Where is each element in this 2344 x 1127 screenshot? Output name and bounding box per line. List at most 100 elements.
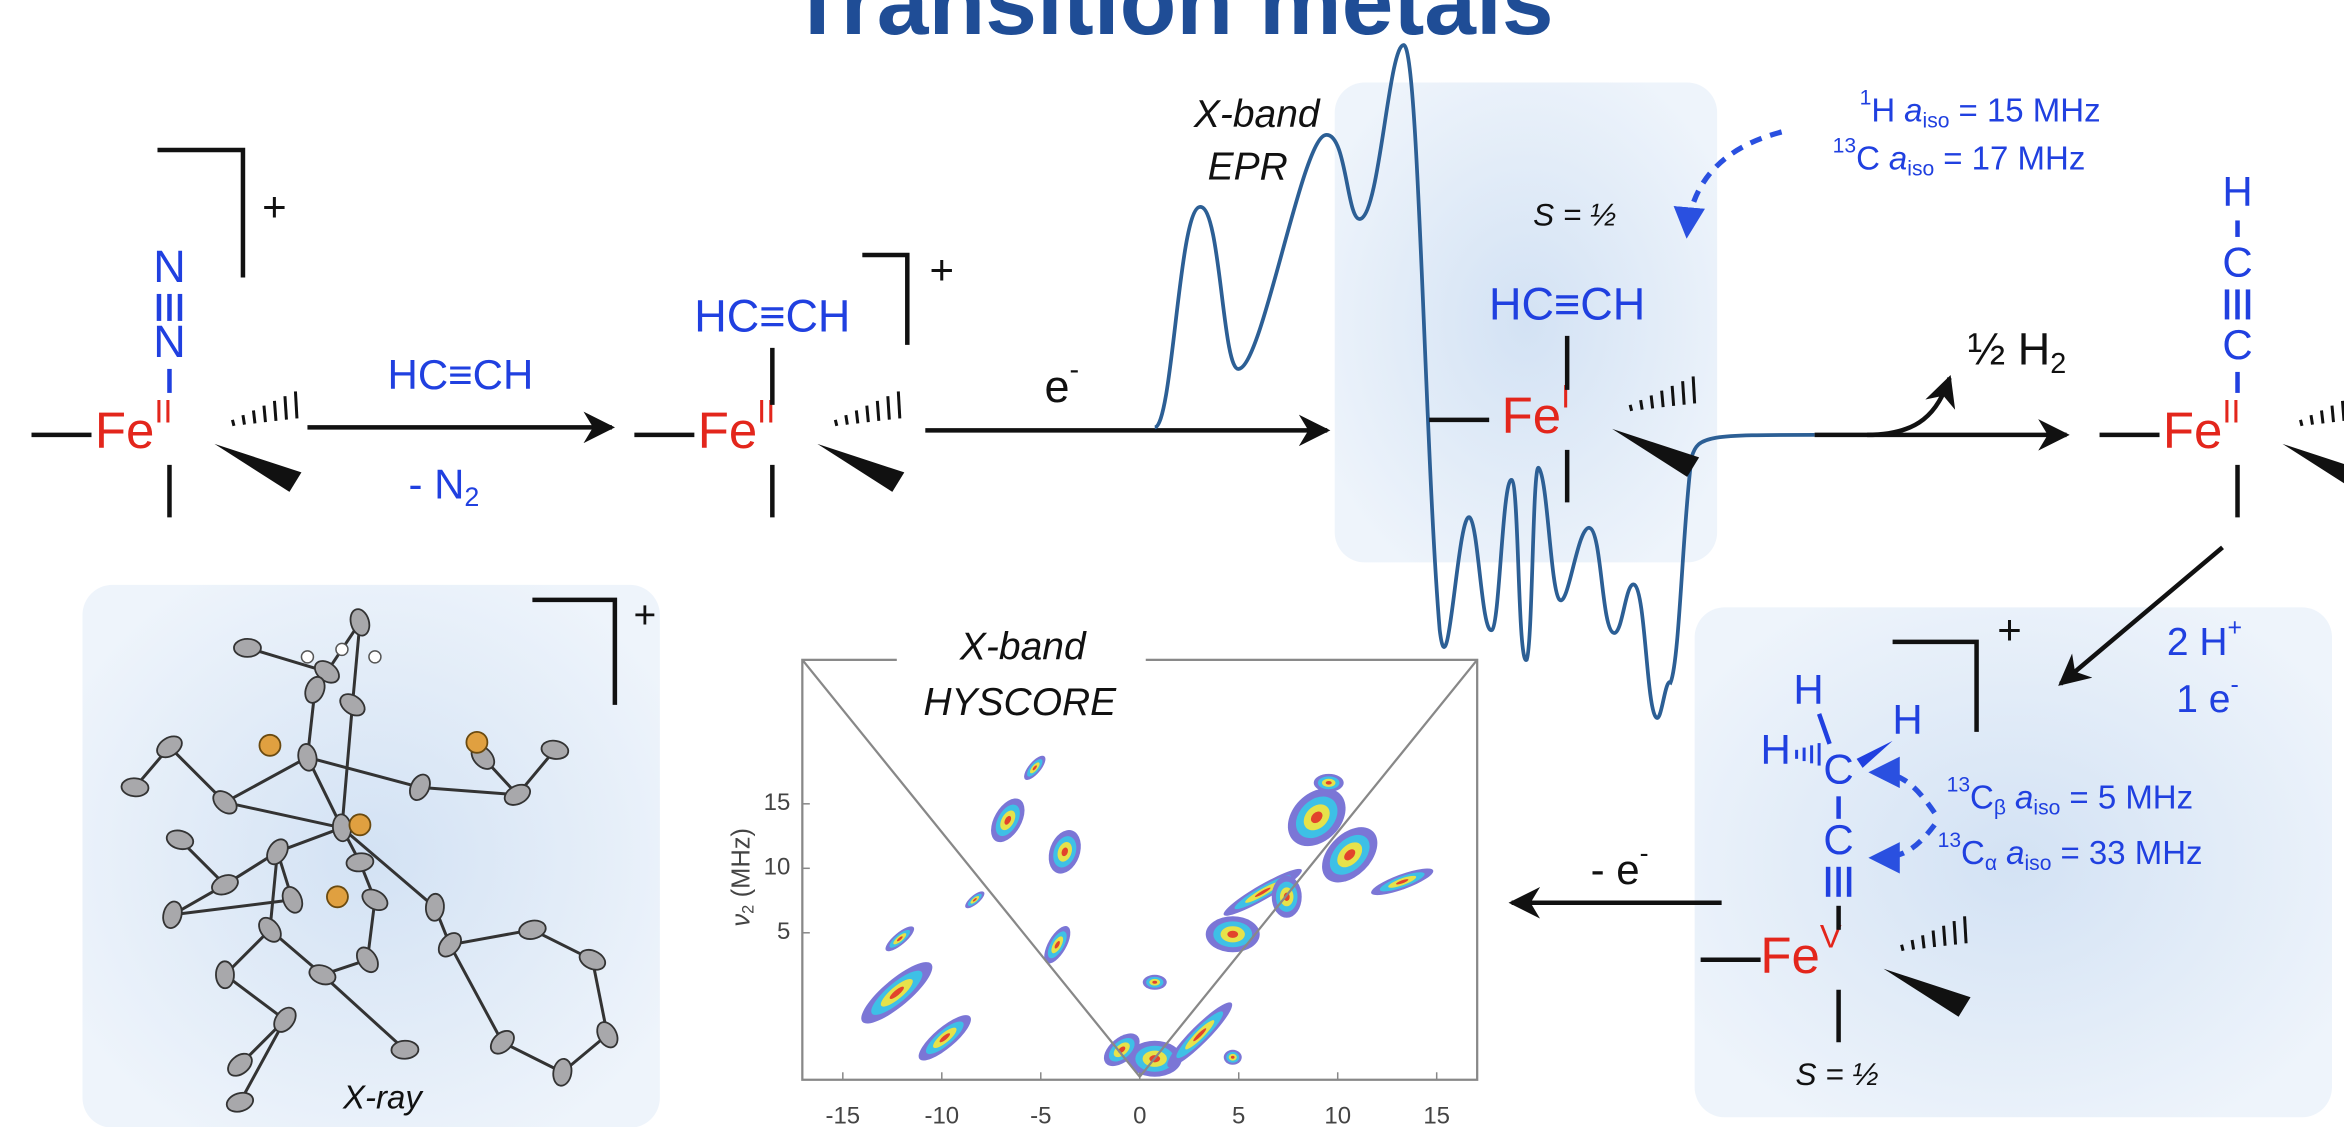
wedge	[1856, 740, 1893, 768]
hyperfine-constant: 13C aiso = 17 MHz	[1833, 134, 2086, 180]
atom	[578, 948, 607, 971]
atom	[339, 693, 366, 717]
y-tick-label: 10	[764, 854, 791, 881]
atom	[355, 946, 379, 974]
x-tick-label: 5	[1232, 1103, 1245, 1127]
metal-label: FeV	[1760, 917, 1841, 984]
text-part: C	[1856, 139, 1880, 176]
metal-label: FeI	[1502, 377, 1571, 444]
bond	[1900, 944, 1905, 952]
epr-label: X-band	[1193, 93, 1321, 136]
text-part: H	[1793, 666, 1823, 713]
subscript: 2	[464, 482, 479, 512]
bond	[293, 391, 299, 419]
text-part: HC≡CH	[694, 290, 850, 341]
epr-spectrum	[1153, 43, 1815, 720]
bond	[1816, 713, 1832, 745]
atom	[308, 964, 337, 986]
atom	[596, 1021, 619, 1049]
contour	[1310, 811, 1323, 824]
bond	[283, 396, 288, 420]
text-part: C	[1961, 834, 1985, 871]
atom	[156, 735, 183, 759]
charge: +	[633, 594, 656, 637]
wedge	[1883, 968, 1971, 1017]
atom	[489, 1029, 515, 1055]
superscript: 13	[1947, 773, 1970, 796]
bond	[1639, 399, 1644, 410]
reagent: e-	[1044, 354, 1079, 412]
atom	[390, 1039, 420, 1060]
atom	[211, 874, 239, 896]
ligand-atom: H	[1892, 696, 1922, 743]
y-tick-label: 15	[764, 789, 791, 816]
text-part: H	[2222, 168, 2252, 215]
bond	[1660, 390, 1665, 408]
subscript: iso	[1923, 109, 1950, 132]
byproduct: - N2	[408, 460, 479, 512]
contour	[1344, 849, 1356, 861]
atom	[266, 838, 289, 866]
metal-label: FeII	[2163, 392, 2241, 459]
charge: +	[1997, 606, 2022, 653]
contour	[1004, 815, 1012, 825]
contour	[1193, 1028, 1207, 1042]
bond	[247, 646, 328, 674]
hydrogen	[300, 650, 315, 664]
superscript: 13	[1938, 829, 1961, 852]
text-part: C	[2222, 239, 2252, 286]
text-part: N	[153, 241, 186, 292]
text-part: HC≡CH	[388, 351, 534, 398]
contour	[1227, 930, 1239, 938]
atom	[552, 1057, 573, 1087]
x-tick-label: 10	[1324, 1103, 1351, 1127]
subscript: β	[1994, 796, 2006, 819]
bond	[251, 410, 257, 424]
hydrogen	[368, 650, 382, 664]
bond	[1691, 376, 1697, 404]
text-part: +	[1997, 606, 2022, 653]
text-part: S = ½	[1796, 1056, 1879, 1092]
text-part: e	[1044, 361, 1069, 412]
atom	[518, 919, 547, 940]
bond	[865, 405, 870, 423]
metal-label: FeII	[698, 392, 776, 459]
bond	[340, 826, 436, 909]
dashed-arrow	[1868, 823, 1937, 874]
atom	[227, 1052, 253, 1077]
atom	[165, 829, 195, 851]
superscript: I	[1561, 377, 1570, 414]
contour	[1032, 765, 1037, 771]
atom	[281, 885, 304, 914]
hyperfine-constant: 13Cα aiso = 33 MHz	[1938, 829, 2203, 875]
text-part: 2 H	[2167, 621, 2228, 664]
ligand-atom: H	[2222, 168, 2252, 215]
y-axis-label: ν2 (MHz)	[727, 828, 758, 927]
superscript: -	[1069, 354, 1079, 386]
text-part: X-band	[959, 626, 1087, 669]
ligand-atom: H	[1793, 666, 1823, 713]
bond	[2299, 419, 2304, 427]
atom	[349, 608, 371, 637]
label-box	[896, 617, 1146, 735]
text-part: = 5 MHz	[2069, 778, 2193, 815]
bond	[886, 396, 891, 420]
atom	[258, 916, 282, 943]
bond	[224, 973, 286, 1021]
dashed-arrow	[1868, 756, 1937, 815]
atom	[304, 675, 326, 704]
text-part: N	[153, 316, 186, 367]
text-part: HC≡CH	[1489, 278, 1645, 329]
text-part: a	[2015, 778, 2033, 815]
atom	[233, 637, 262, 658]
bond	[2309, 414, 2314, 425]
atom	[437, 932, 462, 958]
atom	[215, 960, 235, 990]
bond	[448, 944, 504, 1043]
text-part: EPR	[1208, 146, 1288, 189]
wedge	[2282, 443, 2344, 484]
bracket	[862, 252, 910, 345]
atom	[297, 743, 318, 772]
bond	[875, 400, 881, 422]
bond	[896, 391, 902, 419]
